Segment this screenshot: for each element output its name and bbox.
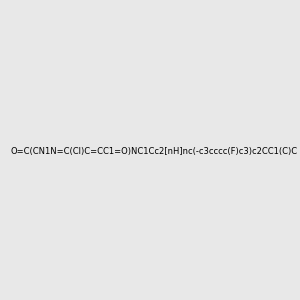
Text: O=C(CN1N=C(Cl)C=CC1=O)NC1Cc2[nH]nc(-c3cccc(F)c3)c2CC1(C)C: O=C(CN1N=C(Cl)C=CC1=O)NC1Cc2[nH]nc(-c3cc… <box>10 147 297 156</box>
